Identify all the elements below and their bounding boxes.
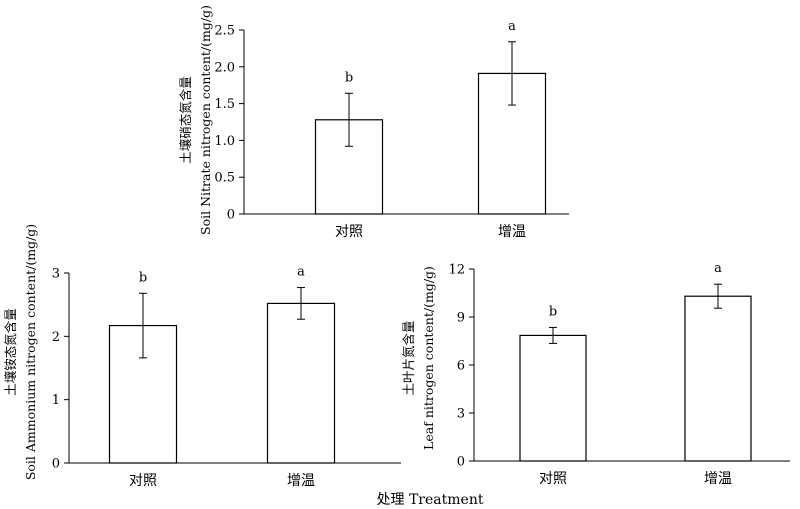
y-tick-label: 6 — [457, 359, 465, 374]
category-label: 增温 — [498, 224, 526, 240]
y-tick-label: 9 — [457, 311, 465, 326]
y-tick-label: 1 — [52, 393, 60, 408]
y-tick-label: 1.0 — [214, 134, 235, 149]
bar — [684, 295, 752, 462]
category-label: 对照 — [129, 473, 157, 489]
significance-label: a — [297, 265, 305, 280]
y-axis-title: Leaf nitrogen content/(mg/g) — [421, 266, 436, 450]
y-tick-label: 2 — [52, 330, 60, 345]
y-tick-label: 1.5 — [214, 97, 235, 112]
category-label: 增温 — [704, 471, 732, 487]
significance-label: b — [549, 304, 557, 319]
y-axis-title: Soil Nitrate nitrogen content/(mg/g) — [198, 5, 213, 235]
bar — [266, 302, 336, 464]
category-label: 对照 — [335, 224, 363, 240]
significance-label: a — [508, 19, 516, 34]
y-axis-title: 土叶片氮含量 — [401, 320, 416, 395]
y-tick-label: 0 — [52, 457, 60, 472]
category-label: 对照 — [539, 471, 567, 487]
bar — [519, 334, 587, 462]
y-tick-label: 3 — [457, 407, 465, 422]
chart-leaf-nitrogen: 0 3 6 9 12 b 对照 a 增温 土叶片氮含量 Leaf nitrogen content/… — [401, 261, 790, 487]
common-x-axis-label: 处理 Treatment — [377, 492, 484, 508]
significance-label: b — [345, 70, 353, 85]
significance-label: b — [139, 270, 147, 285]
y-axis-title: 土壤硝态氮含量 — [178, 76, 193, 164]
y-axis-title: Soil Ammonium nitrogen content/(mg/g) — [23, 224, 38, 480]
category-label: 增温 — [287, 473, 315, 489]
chart-soil-nitrate: 0 0.5 1.0 1.5 2.0 2.5 b 对照 a 增温 土壤硝态氮含量 Soil Nitrat… — [178, 5, 569, 240]
y-tick-label: 2.5 — [214, 24, 235, 39]
chart-soil-ammonium: 0 1 2 3 b 对照 a 增温 土壤铵态氮含量 Soil Ammonium nitrogen … — [3, 224, 401, 489]
y-tick-label: 0.5 — [214, 171, 235, 186]
y-tick-label: 0 — [457, 455, 465, 470]
y-axis-title: 土壤铵态氮含量 — [3, 308, 18, 396]
y-tick-label: 0 — [227, 208, 235, 223]
significance-label: a — [714, 261, 722, 276]
y-tick-label: 3 — [52, 267, 60, 282]
y-tick-label: 2.0 — [214, 60, 235, 75]
y-tick-label: 12 — [448, 263, 465, 278]
